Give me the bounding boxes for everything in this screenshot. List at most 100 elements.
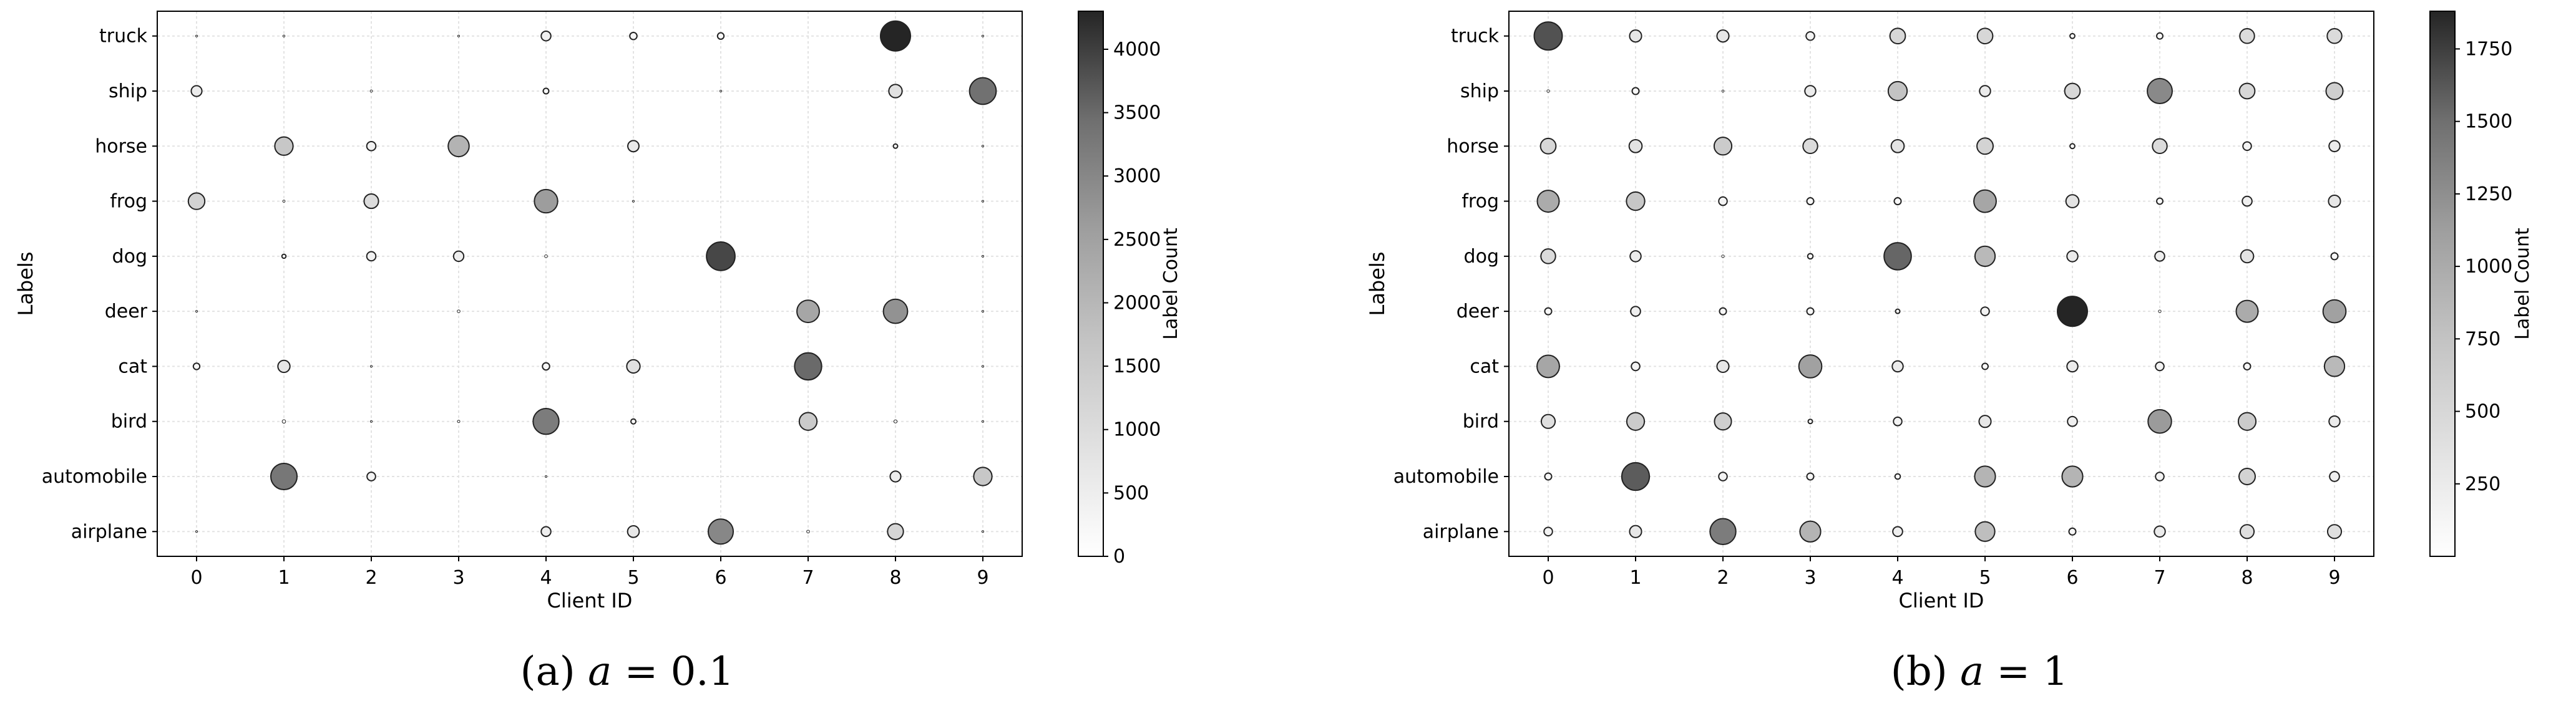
y-tick-label: bird <box>111 411 147 433</box>
bubble-point <box>1543 526 1553 537</box>
bubble-point <box>1894 473 1901 480</box>
bubble-point <box>1716 29 1730 43</box>
bubble-point <box>627 140 640 153</box>
bubble-point <box>629 31 638 41</box>
bubble-point <box>2061 465 2084 488</box>
bubble-point <box>1713 137 1733 156</box>
bubble-point <box>270 462 298 491</box>
bubble-point <box>2156 197 2164 205</box>
bubble-point <box>1540 414 1556 429</box>
bubble-point <box>2235 299 2259 323</box>
bubble-point <box>716 32 725 40</box>
bubble-point <box>1621 462 1651 491</box>
bubble-point <box>1974 521 1996 542</box>
bubble-point <box>195 530 198 533</box>
bubble-point <box>880 20 911 52</box>
y-tick-label: horse <box>95 135 147 157</box>
bubble-point <box>370 420 373 423</box>
bubble-point <box>1544 472 1553 481</box>
y-tick-label: cat <box>118 356 147 377</box>
x-tick-label: 3 <box>1804 567 1816 589</box>
y-axis-label: Labels <box>1365 252 1389 316</box>
bubble-point <box>1807 253 1814 260</box>
colorbar: 250 500 750 1000 1250 1500 1750 Label Count <box>2429 11 2534 557</box>
bubble-point <box>2067 415 2078 427</box>
colorbar-tick-label: 2000 <box>1113 292 1161 314</box>
bubble-point <box>1802 138 1818 155</box>
bubble-point <box>632 200 635 203</box>
caption-prefix: (b) <box>1891 649 1960 695</box>
y-axis-label: Labels <box>14 252 37 316</box>
bubble-point <box>2329 471 2340 482</box>
bubble-point <box>893 419 898 423</box>
bubble-point <box>2155 361 2165 372</box>
bubble-point <box>2242 195 2253 207</box>
bubble-point <box>2154 525 2166 538</box>
x-tick-label: 0 <box>190 567 202 589</box>
bubble-point <box>1546 89 1550 93</box>
panel-b: 0 1 2 3 4 5 6 7 8 9 airplane automobile bird cat deer… <box>1365 11 2534 695</box>
bubble-point <box>627 525 640 538</box>
bubble-point <box>806 530 810 534</box>
bubble-point <box>892 143 899 149</box>
bubble-point <box>1981 362 1989 370</box>
bubble-point <box>1979 85 1991 97</box>
x-tick-label: 4 <box>540 567 552 589</box>
bubble-point <box>2152 138 2168 155</box>
colorbar: 0 500 1000 1500 2000 2500 3000 3500 4000 Label C… <box>1078 11 1182 568</box>
bubble-point <box>720 90 722 93</box>
bubble-point <box>1891 360 1904 373</box>
bubble-point <box>1799 520 1822 543</box>
bubble-point <box>540 30 552 42</box>
bubble-point <box>1631 361 1641 372</box>
bubble-point <box>1978 415 1992 428</box>
bubble-point <box>1721 89 1725 93</box>
bubble-point <box>2237 412 2257 431</box>
bubble-point <box>277 359 291 374</box>
caption-b: (b) a = 1 <box>1891 649 2068 695</box>
bubble-point <box>2328 140 2341 153</box>
bubble-point <box>1631 87 1640 95</box>
colorbar-tick-label: 4000 <box>1113 39 1161 60</box>
bubble-point <box>366 472 376 481</box>
bubble-point <box>2057 296 2088 327</box>
bubble-point <box>2243 362 2252 370</box>
bubble-point <box>1629 525 1642 538</box>
bubble-point <box>187 192 206 210</box>
colorbar-gradient <box>1078 11 1104 557</box>
bubble-point <box>2328 194 2341 208</box>
x-tick-label: 5 <box>1979 567 1991 589</box>
bubble-point <box>2069 143 2076 150</box>
bubble-point <box>2239 27 2255 44</box>
bubble-point <box>1629 250 1642 263</box>
bubble-point <box>707 518 734 545</box>
x-tick-label: 2 <box>1717 567 1729 589</box>
bubble-point <box>1804 85 1817 97</box>
colorbar-tick-label: 1500 <box>2465 111 2512 133</box>
y-tick-label: dog <box>1464 246 1499 268</box>
bubble-point <box>542 362 550 371</box>
bubble-point <box>1709 518 1737 545</box>
x-axis-ticks: 0 1 2 3 4 5 6 7 8 9 <box>190 556 989 589</box>
bubble-point <box>626 359 641 374</box>
colorbar-tick-label: 500 <box>2465 401 2500 423</box>
bubble-point <box>1714 412 1732 431</box>
bubble-point <box>447 135 470 158</box>
y-tick-label: airplane <box>71 521 147 543</box>
bubble-point <box>1629 29 1642 43</box>
bubble-point <box>1807 418 1813 425</box>
bubble-point <box>457 420 461 423</box>
bubble-point <box>2147 78 2173 104</box>
bubble-point <box>888 84 903 99</box>
bubble-point <box>457 34 460 37</box>
colorbar-tick-label: 1250 <box>2465 183 2512 205</box>
colorbar-label: Label Count <box>2512 228 2534 340</box>
bubble-point <box>1887 80 1908 102</box>
x-tick-label: 2 <box>365 567 377 589</box>
bubble-point <box>544 254 548 258</box>
bubble-point <box>973 467 993 486</box>
bubble-point <box>1626 412 1646 431</box>
x-tick-label: 3 <box>452 567 464 589</box>
bubble-point <box>366 140 377 152</box>
bubble-point <box>2238 468 2256 485</box>
